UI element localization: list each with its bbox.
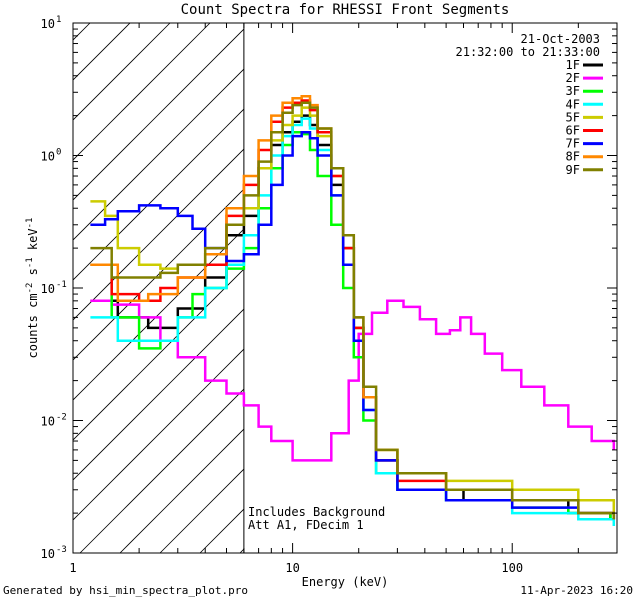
hatch-line bbox=[73, 148, 244, 321]
hatch-line bbox=[73, 28, 244, 201]
y-label-exp-2: -1 bbox=[25, 257, 35, 268]
y-tick-exponent: -2 bbox=[56, 413, 67, 423]
legend-label-5f: 5F bbox=[566, 110, 580, 124]
x-axis-label: Energy (keV) bbox=[302, 575, 389, 589]
y-tick-exponent: 0 bbox=[56, 148, 61, 158]
y-label-exp-1: -2 bbox=[25, 283, 35, 294]
y-tick-label: 10 bbox=[41, 150, 55, 164]
annotation-attenuator: Att A1, FDecim 1 bbox=[248, 518, 364, 532]
x-tick-label: 10 bbox=[285, 561, 299, 575]
legend-label-4f: 4F bbox=[566, 97, 580, 111]
x-tick-label: 1 bbox=[69, 561, 76, 575]
series-line-6f bbox=[90, 99, 616, 520]
y-tick-label: 10 bbox=[41, 547, 55, 561]
y-tick-label: 10 bbox=[41, 415, 55, 429]
x-tick-label: 100 bbox=[501, 561, 523, 575]
generated-by-footer: Generated by hsi_min_spectra_plot.pro bbox=[3, 584, 248, 597]
series-line-9f bbox=[90, 101, 616, 520]
hatch-line bbox=[73, 23, 211, 161]
legend-label-7f: 7F bbox=[566, 137, 580, 151]
series-line-8f bbox=[90, 95, 616, 520]
legend-label-1f: 1F bbox=[566, 58, 580, 72]
hatch-line bbox=[320, 23, 640, 553]
legend-label-9f: 9F bbox=[566, 163, 580, 177]
series-group bbox=[90, 95, 616, 526]
series-line-2f bbox=[90, 299, 616, 462]
hatch-line bbox=[73, 23, 171, 121]
annotation-date: 21-Oct-2003 bbox=[521, 32, 600, 46]
series-line-4f bbox=[90, 117, 616, 526]
series-line-5f bbox=[90, 106, 616, 514]
hatch-line bbox=[73, 348, 244, 521]
hatch-line bbox=[73, 108, 244, 281]
axis-ticks bbox=[72, 23, 618, 554]
hatch-line bbox=[280, 23, 640, 553]
series-line-3f bbox=[90, 130, 612, 520]
series-line-7f bbox=[90, 130, 616, 520]
hatch-line bbox=[119, 428, 244, 553]
legend-label-8f: 8F bbox=[566, 150, 580, 164]
y-label-part-1: counts cm bbox=[26, 293, 40, 358]
y-tick-label: 10 bbox=[41, 282, 55, 296]
legend-label-2f: 2F bbox=[566, 71, 580, 85]
hatch-line bbox=[73, 188, 244, 361]
hatch-line bbox=[600, 23, 640, 553]
y-tick-exponent: 1 bbox=[56, 15, 61, 25]
hatched-region bbox=[0, 23, 640, 553]
y-axis-label: counts cm-2 s-1 keV-1 bbox=[25, 218, 40, 359]
hatch-line bbox=[73, 68, 244, 241]
legend-label-6f: 6F bbox=[566, 124, 580, 138]
hatch-line bbox=[73, 308, 244, 481]
series-line-1f bbox=[90, 114, 612, 520]
y-label-part-3: keV bbox=[26, 228, 40, 257]
hatch-line bbox=[73, 228, 244, 401]
chart-title: Count Spectra for RHESSI Front Segments bbox=[181, 2, 510, 18]
hatch-line bbox=[79, 388, 244, 553]
hatch-line bbox=[0, 23, 10, 553]
y-label-exp-3: -1 bbox=[25, 218, 35, 229]
annotation-time-range: 21:32:00 to 21:33:00 bbox=[456, 45, 601, 59]
y-label-part-2: s bbox=[26, 268, 40, 282]
annotation-background: Includes Background bbox=[248, 505, 385, 519]
x-tick-labels: 1 10 100 bbox=[69, 561, 523, 575]
y-tick-exponent: -3 bbox=[56, 545, 67, 555]
hatch-line bbox=[520, 23, 640, 553]
y-tick-label: 10 bbox=[41, 17, 55, 31]
plot-date-footer: 11-Apr-2023 16:20 bbox=[520, 584, 633, 597]
y-tick-exponent: -1 bbox=[56, 280, 67, 290]
legend-label-3f: 3F bbox=[566, 84, 580, 98]
